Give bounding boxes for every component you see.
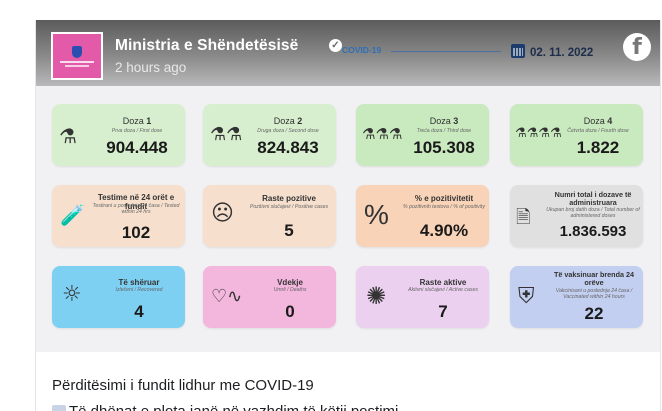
active-cases-card: ✺ Raste aktive Aktivni slučajevi / Activ… xyxy=(356,266,489,328)
virus-icon: ✺ xyxy=(366,282,387,310)
vaccine-vials-icon: ⚗⚗⚗ xyxy=(362,125,403,143)
facebook-logo-icon: f xyxy=(623,33,651,61)
tests-value: 102 xyxy=(121,223,151,242)
recovered-sun-icon: ☼ xyxy=(62,282,82,307)
test-tubes-icon: 🧪 xyxy=(60,203,85,227)
dose-4-value: 1.822 xyxy=(576,138,620,157)
total-doses-card: 🗎 Numri total i dozave të administruara … xyxy=(510,185,643,247)
shield-syringe-icon: ⛨ xyxy=(518,284,535,309)
vaccinated-24h-value: 22 xyxy=(584,304,604,323)
recovered-value: 4 xyxy=(134,302,144,321)
post-caption: Përditësimi i fundit lidhur me COVID-19 xyxy=(52,377,314,394)
sick-person-icon: ☹ xyxy=(211,201,234,226)
dose-3-value: 105.308 xyxy=(413,138,475,157)
percent-icon: % xyxy=(364,199,389,230)
vaccination-certificate-icon: 🗎 xyxy=(516,207,531,228)
post-timestamp[interactable]: 2 hours ago xyxy=(115,60,187,75)
vaccine-vial-icon: ⚗ xyxy=(59,124,77,148)
header-divider xyxy=(391,51,501,52)
deaths-value: 0 xyxy=(285,302,295,321)
positivity-card: % % e pozitivitetit % pozitivnih testova… xyxy=(356,185,489,247)
dose-2-value: 824.843 xyxy=(257,138,319,157)
info-emoji-icon xyxy=(52,405,66,411)
positivity-value: 4.90% xyxy=(419,221,469,240)
positive-cases-card: ☹ Raste pozitive Pozitivni slučajevi / P… xyxy=(203,185,336,247)
vaccinated-24h-card: ⛨ Të vaksinuar brenda 24 orëve Vakcinisa… xyxy=(510,266,643,328)
kosovo-emblem-icon xyxy=(72,45,82,58)
vaccine-vials-icon: ⚗⚗⚗⚗ xyxy=(515,126,562,141)
post-text-second-line: Të dhënat e plota janë në vazhdim të kët… xyxy=(52,403,403,411)
total-doses-value: 1.836.593 xyxy=(559,223,627,240)
vaccine-vials-icon: ⚗⚗ xyxy=(210,124,243,145)
dose-card-3: ⚗⚗⚗ Doza 3 Treća doza / Third dose 105.3… xyxy=(356,104,489,166)
deaths-card: ♡∿ Vdekje Umrli / Deaths 0 xyxy=(203,266,336,328)
dose-card-4: ⚗⚗⚗⚗ Doza 4 Četvrta doza / Fourth dose 1… xyxy=(510,104,643,166)
calendar-icon xyxy=(511,44,525,58)
report-date: 02. 11. 2022 xyxy=(530,47,594,59)
covid-infographic-image[interactable]: Ministria e Shëndetësisë ✓ COVID-19 2 ho… xyxy=(36,20,660,352)
positive-cases-value: 5 xyxy=(284,221,294,240)
heartbeat-icon: ♡∿ xyxy=(211,286,243,307)
facebook-post: Ministria e Shëndetësisë ✓ COVID-19 2 ho… xyxy=(35,20,661,411)
page-avatar[interactable] xyxy=(51,32,103,80)
tests-card: 🧪 Testime në 24 orët e fundit Testirani … xyxy=(52,185,185,247)
dose-card-1: ⚗ Doza 1 Prva doza / First dose 904.448 xyxy=(52,104,185,166)
covid-tag: COVID-19 xyxy=(342,45,382,55)
verified-badge-icon: ✓ xyxy=(329,39,342,52)
active-cases-value: 7 xyxy=(438,302,448,321)
infographic-header: Ministria e Shëndetësisë ✓ COVID-19 2 ho… xyxy=(36,20,660,86)
dose-card-2: ⚗⚗ Doza 2 Druga doza / Second dose 824.8… xyxy=(203,104,336,166)
dose-1-value: 904.448 xyxy=(106,138,168,157)
page-name-link[interactable]: Ministria e Shëndetësisë xyxy=(115,37,299,54)
recovered-card: ☼ Të shëruar Izlečeni / Recovered 4 xyxy=(52,266,185,328)
